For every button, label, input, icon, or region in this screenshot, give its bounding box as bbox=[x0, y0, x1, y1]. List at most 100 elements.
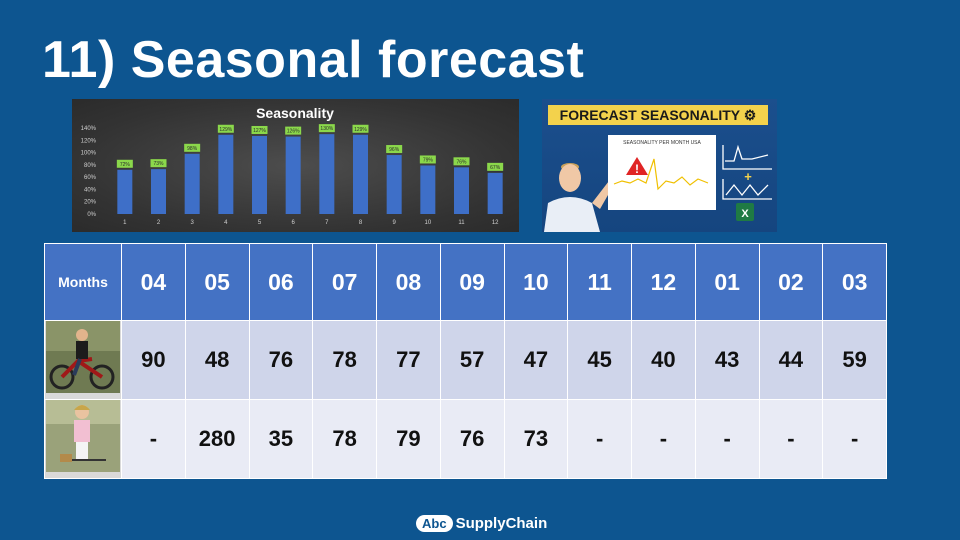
forecast-cell: - bbox=[567, 399, 632, 479]
y-tick-label: 100% bbox=[81, 151, 97, 157]
logo-badge: Abc bbox=[416, 514, 453, 532]
chart-bar bbox=[151, 169, 166, 214]
inner-chart-title: SEASONALITY PER MONTH USA bbox=[623, 140, 701, 146]
y-tick-label: 40% bbox=[84, 187, 97, 193]
mini-charts bbox=[722, 144, 772, 200]
data-label: 72% bbox=[120, 162, 131, 168]
table-row: -280 35 78 79 76 73- - - - - bbox=[44, 399, 887, 479]
x-tick-label: 3 bbox=[190, 220, 194, 226]
data-label-bg bbox=[386, 145, 403, 154]
forecast-cell: 57 bbox=[439, 320, 505, 400]
x-tick-label: 11 bbox=[458, 220, 465, 226]
month-header: 04 bbox=[121, 243, 186, 321]
data-label: 129% bbox=[219, 127, 232, 133]
forecast-table: Months 04 05 06 07 08 09 10 11 12 01 02 03 90 48 76 78… bbox=[44, 243, 887, 479]
chart-bar bbox=[218, 134, 234, 214]
month-header: 05 bbox=[184, 243, 250, 321]
forecast-cell: 90 bbox=[121, 320, 186, 400]
logo-text: SupplyChain bbox=[455, 514, 548, 532]
slide-title: 11) Seasonal forecast bbox=[42, 31, 585, 89]
x-tick-label: 7 bbox=[325, 220, 329, 226]
x-tick-label: 4 bbox=[224, 220, 228, 226]
forecast-cell: 40 bbox=[631, 320, 696, 400]
forecast-cell: 59 bbox=[822, 320, 887, 400]
forecast-cell: - bbox=[694, 399, 760, 479]
y-tick-label: 80% bbox=[84, 163, 97, 169]
month-header: 12 bbox=[631, 243, 696, 321]
month-header: 09 bbox=[439, 243, 505, 321]
forecast-cell: 280 bbox=[184, 399, 250, 479]
data-label: 73% bbox=[153, 161, 164, 167]
data-label: 98% bbox=[187, 146, 198, 152]
table-row: 90 48 76 78 77 57 47 45 40 43 44 59 bbox=[44, 320, 887, 400]
data-label-bg bbox=[487, 162, 504, 171]
forecast-cell: 44 bbox=[758, 320, 824, 400]
forecast-cell: 73 bbox=[503, 399, 569, 479]
data-label-bg bbox=[184, 143, 201, 152]
month-header: 06 bbox=[248, 243, 314, 321]
forecast-cell: 76 bbox=[248, 320, 314, 400]
month-header: 10 bbox=[503, 243, 569, 321]
x-tick-label: 1 bbox=[123, 220, 127, 226]
y-tick-label: 140% bbox=[81, 126, 97, 132]
forecast-cell: 78 bbox=[312, 320, 377, 400]
month-header: 08 bbox=[376, 243, 441, 321]
data-label-bg bbox=[285, 126, 302, 135]
forecast-cell: 45 bbox=[567, 320, 632, 400]
chart-title: Seasonality bbox=[256, 105, 334, 121]
month-header: 02 bbox=[758, 243, 824, 321]
data-label: 127% bbox=[253, 128, 266, 134]
svg-text:!: ! bbox=[635, 162, 639, 176]
data-label: 76% bbox=[456, 159, 467, 165]
forecast-cell: - bbox=[758, 399, 824, 479]
video-thumbnail[interactable]: FORECAST SEASONALITY ⚙ SEASONALITY PER M… bbox=[542, 99, 777, 232]
svg-text:X: X bbox=[741, 208, 749, 220]
forecast-cell: - bbox=[121, 399, 186, 479]
data-label-bg bbox=[217, 124, 234, 133]
presenter-photo bbox=[544, 163, 616, 232]
seasonality-chart: Seasonality 0% 20% 40% 60% 80% 100% 120% 140% 72… bbox=[72, 99, 519, 232]
data-label: 129% bbox=[354, 127, 367, 133]
forecast-cell: 43 bbox=[694, 320, 760, 400]
forecast-cell: 77 bbox=[376, 320, 441, 400]
forecast-cell: - bbox=[822, 399, 887, 479]
months-header: Months bbox=[44, 243, 122, 321]
x-tick-label: 5 bbox=[258, 220, 262, 226]
x-tick-label: 2 bbox=[157, 220, 161, 226]
warning-icon: ! bbox=[626, 157, 648, 176]
x-tick-label: 12 bbox=[492, 220, 499, 226]
data-label-bg bbox=[150, 159, 167, 168]
forecast-cell: 48 bbox=[184, 320, 250, 400]
month-header: 11 bbox=[567, 243, 632, 321]
svg-text:+: + bbox=[744, 169, 752, 184]
thumbnail-illustration: SEASONALITY PER MONTH USA ! + X bbox=[544, 135, 772, 232]
month-header: 03 bbox=[822, 243, 887, 321]
chart-bar bbox=[420, 165, 436, 214]
inner-chart-card: SEASONALITY PER MONTH USA ! bbox=[608, 135, 716, 210]
chart-bar bbox=[487, 172, 503, 214]
chart-bar bbox=[117, 169, 133, 214]
thumbnail-banner-text: FORECAST SEASONALITY bbox=[559, 107, 740, 123]
data-label: 96% bbox=[389, 147, 400, 153]
data-label: 130% bbox=[320, 126, 333, 132]
chart-bar bbox=[184, 153, 200, 214]
thumbnail-banner: FORECAST SEASONALITY ⚙ bbox=[548, 105, 768, 125]
y-tick-label: 120% bbox=[81, 138, 97, 144]
gear-icon: ⚙ bbox=[743, 107, 757, 123]
x-tick-label: 9 bbox=[392, 220, 396, 226]
data-label-bg bbox=[251, 125, 268, 134]
forecast-cell: - bbox=[631, 399, 696, 479]
chart-bar bbox=[454, 167, 469, 214]
x-tick-label: 10 bbox=[424, 220, 431, 226]
forecast-cell: 35 bbox=[248, 399, 314, 479]
seasonality-chart-svg: Seasonality 0%20%40%60%80%100%120%140%72… bbox=[81, 105, 504, 226]
y-tick-label: 60% bbox=[84, 175, 97, 181]
y-tick-label: 0% bbox=[87, 212, 96, 218]
data-label-bg bbox=[453, 157, 470, 166]
woman-with-bike-photo bbox=[44, 399, 122, 479]
forecast-cell: 78 bbox=[312, 399, 377, 479]
chart-bar bbox=[285, 136, 301, 214]
chart-bar bbox=[252, 135, 267, 214]
data-label: 79% bbox=[423, 157, 434, 163]
data-label: 126% bbox=[287, 129, 300, 135]
